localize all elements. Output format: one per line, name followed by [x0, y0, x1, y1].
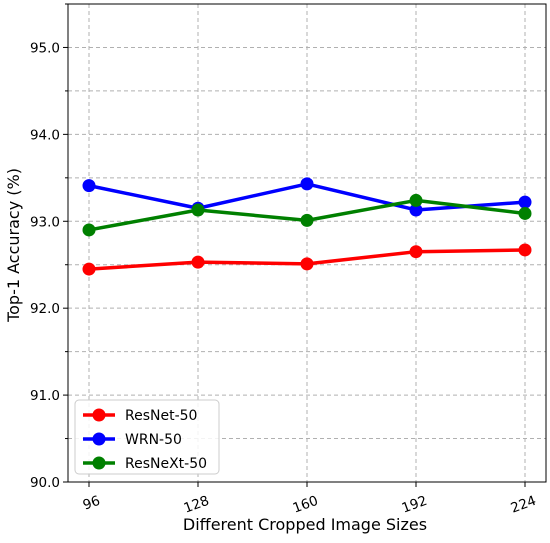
y-tick-label: 91.0	[30, 388, 60, 404]
data-point-resnext-50	[300, 213, 314, 227]
y-tick-label: 94.0	[30, 127, 60, 143]
legend-box	[74, 399, 220, 475]
legend-label: ResNet-50	[125, 408, 197, 424]
y-tick-label: 93.0	[30, 214, 60, 230]
y-axis-label: Top-1 Accuracy (%)	[4, 168, 23, 323]
data-point-wrn-50	[409, 203, 423, 217]
data-point-wrn-50	[518, 195, 532, 209]
x-tick-label: 224	[509, 493, 539, 517]
data-point-resnext-50	[82, 223, 96, 237]
y-tick-label: 92.0	[30, 301, 60, 317]
legend-swatch-marker	[92, 456, 106, 470]
data-point-resnext-50	[191, 203, 205, 217]
data-point-resnet-50	[518, 243, 532, 257]
data-point-wrn-50	[300, 177, 314, 191]
data-point-resnet-50	[82, 262, 96, 276]
x-axis-label: Different Cropped Image Sizes	[183, 515, 427, 534]
legend-label: ResNeXt-50	[125, 456, 207, 472]
x-tick-label: 96	[81, 493, 103, 514]
x-tick-label: 192	[400, 493, 430, 517]
y-tick-label: 90.0	[30, 475, 60, 491]
x-tick-label: 160	[291, 493, 321, 517]
data-point-resnet-50	[300, 257, 314, 271]
data-point-resnext-50	[409, 193, 423, 207]
legend: ResNet-50 WRN-50 ResNeXt-50	[74, 399, 220, 475]
data-point-resnext-50	[518, 206, 532, 220]
x-tick-label: 128	[182, 493, 212, 517]
legend-swatch-marker	[92, 408, 106, 422]
data-point-resnet-50	[191, 255, 205, 269]
legend-swatch-marker	[92, 432, 106, 446]
y-tick-label: 95.0	[30, 40, 60, 56]
legend-label: WRN-50	[125, 432, 182, 448]
data-point-wrn-50	[82, 179, 96, 193]
data-point-resnet-50	[409, 245, 423, 259]
series-layer	[82, 177, 532, 276]
